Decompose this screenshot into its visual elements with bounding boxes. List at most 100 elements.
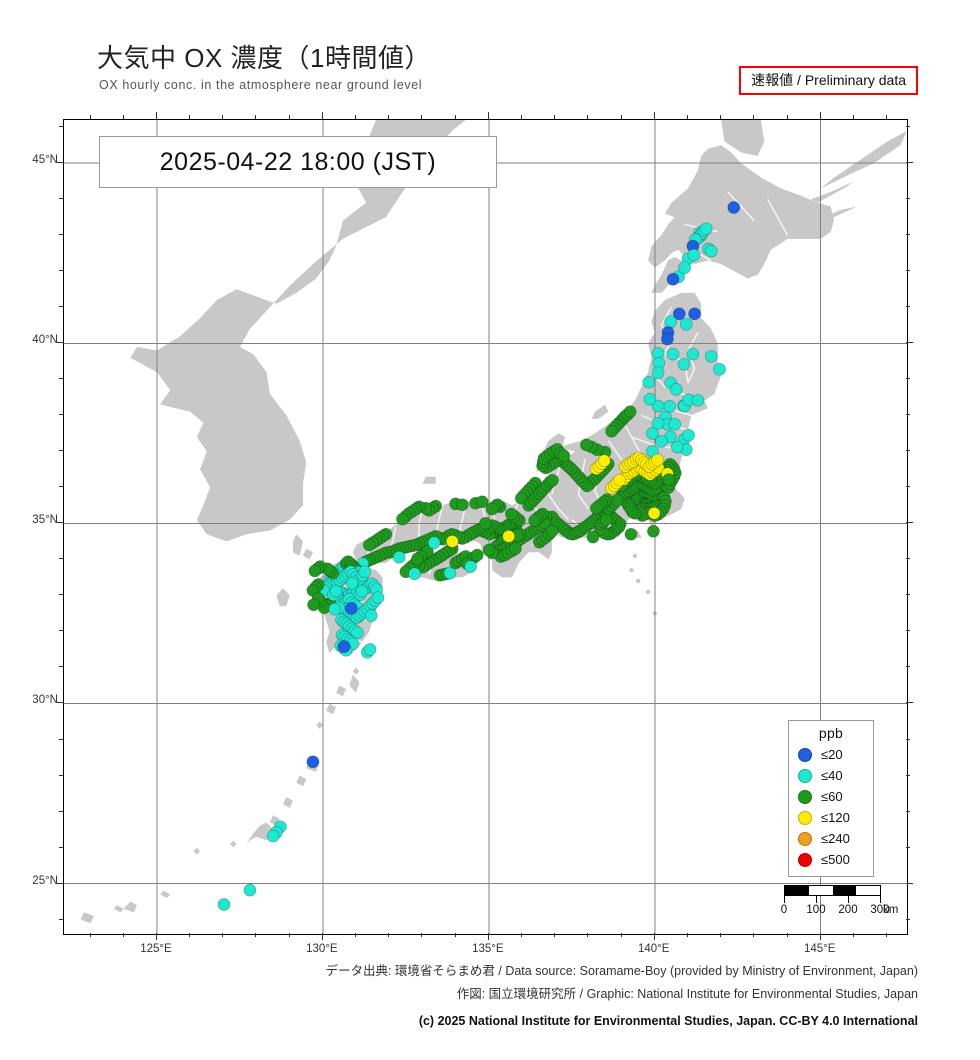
station-point[interactable] — [470, 548, 484, 562]
station-point[interactable] — [642, 375, 656, 389]
station-point[interactable] — [371, 591, 385, 604]
station-point[interactable] — [599, 513, 613, 527]
station-point[interactable] — [704, 349, 718, 363]
lon-tick-label: 130°E — [306, 943, 338, 955]
station-point[interactable] — [677, 357, 691, 371]
station-point[interactable] — [337, 640, 351, 653]
station-point[interactable] — [664, 315, 678, 329]
station-point[interactable] — [363, 643, 377, 656]
lon-tick-major — [156, 933, 157, 940]
station-point[interactable] — [355, 584, 369, 598]
station-point[interactable] — [623, 405, 637, 419]
station-point[interactable] — [266, 829, 280, 843]
station-point[interactable] — [328, 602, 342, 616]
station-point[interactable] — [329, 584, 343, 598]
station-point[interactable] — [411, 552, 424, 566]
station-point[interactable] — [408, 567, 421, 581]
station-point[interactable] — [643, 392, 657, 406]
legend-row[interactable]: ≤40 — [789, 765, 873, 786]
station-point[interactable] — [351, 626, 364, 640]
station-point[interactable] — [647, 506, 661, 520]
station-point[interactable] — [691, 393, 705, 407]
station-point[interactable] — [455, 498, 469, 512]
station-point[interactable] — [651, 453, 664, 467]
station-point[interactable] — [528, 514, 541, 527]
station-point[interactable] — [666, 347, 680, 361]
station-point[interactable] — [580, 438, 593, 452]
lon-tick-minor — [720, 933, 721, 937]
station-point[interactable] — [661, 332, 674, 346]
station-point[interactable] — [479, 517, 492, 530]
station-point[interactable] — [672, 307, 686, 321]
station-point[interactable] — [345, 576, 359, 590]
station-point[interactable] — [727, 201, 741, 214]
station-point[interactable] — [624, 527, 638, 541]
station-point[interactable] — [485, 502, 499, 516]
lon-tick-minor — [554, 933, 555, 937]
lat-tick-right — [906, 522, 913, 523]
station-point[interactable] — [651, 416, 665, 430]
station-point[interactable] — [679, 317, 693, 331]
station-point[interactable] — [688, 307, 701, 321]
station-point[interactable] — [597, 454, 611, 468]
legend-row[interactable]: ≤60 — [789, 786, 873, 807]
station-point[interactable] — [306, 755, 320, 769]
station-point[interactable] — [669, 383, 683, 396]
station-point[interactable] — [605, 424, 618, 438]
station-point[interactable] — [443, 566, 457, 580]
legend-row[interactable]: ≤120 — [789, 807, 873, 828]
legend-label: ≤60 — [821, 789, 843, 804]
station-point[interactable] — [345, 602, 358, 615]
station-point[interactable] — [445, 535, 459, 548]
station-point[interactable] — [307, 598, 320, 612]
station-point[interactable] — [682, 428, 695, 442]
station-point[interactable] — [546, 473, 559, 487]
timestamp-box: 2025-04-22 18:00 (JST) — [99, 136, 497, 188]
station-point[interactable] — [590, 501, 603, 515]
station-point[interactable] — [647, 524, 660, 538]
station-point[interactable] — [668, 417, 682, 431]
page-title: 大気中 OX 濃度（1時間値） — [97, 43, 431, 73]
station-point[interactable] — [586, 530, 600, 544]
station-point[interactable] — [217, 898, 231, 911]
station-point[interactable] — [464, 560, 477, 573]
legend-row[interactable]: ≤500 — [789, 849, 873, 870]
legend-row[interactable]: ≤20 — [789, 744, 873, 765]
station-point[interactable] — [308, 564, 322, 578]
lat-tick-minor — [59, 378, 63, 379]
station-point[interactable] — [358, 565, 372, 579]
station-point[interactable] — [662, 473, 676, 486]
station-point[interactable] — [655, 434, 668, 448]
station-point[interactable] — [686, 347, 700, 361]
station-point[interactable] — [646, 427, 659, 440]
station-point[interactable] — [704, 244, 718, 258]
station-point[interactable] — [505, 507, 518, 521]
station-point[interactable] — [663, 399, 677, 413]
lon-tick-minor — [90, 933, 91, 937]
station-point[interactable] — [666, 272, 680, 286]
station-point[interactable] — [243, 883, 257, 897]
station-point[interactable] — [396, 512, 409, 526]
station-point[interactable] — [392, 550, 406, 564]
station-point[interactable] — [699, 222, 713, 236]
station-point[interactable] — [713, 362, 726, 376]
station-point[interactable] — [427, 536, 441, 550]
station-point[interactable] — [364, 609, 378, 622]
station-point[interactable] — [678, 261, 691, 275]
legend-row[interactable]: ≤240 — [789, 828, 873, 849]
station-point[interactable] — [509, 542, 522, 555]
station-point[interactable] — [670, 440, 684, 454]
station-point[interactable] — [502, 530, 516, 543]
station-point[interactable] — [651, 399, 665, 413]
station-point[interactable] — [482, 543, 496, 557]
map-plot-area[interactable] — [63, 119, 908, 935]
station-point[interactable] — [475, 495, 489, 509]
station-point[interactable] — [613, 473, 626, 487]
station-point[interactable] — [687, 248, 701, 262]
station-point[interactable] — [651, 366, 665, 380]
legend-swatch-icon — [798, 789, 812, 804]
lon-tick-top — [488, 112, 489, 119]
station-point[interactable] — [557, 449, 571, 463]
station-point[interactable] — [545, 524, 559, 538]
station-point[interactable] — [362, 538, 376, 552]
